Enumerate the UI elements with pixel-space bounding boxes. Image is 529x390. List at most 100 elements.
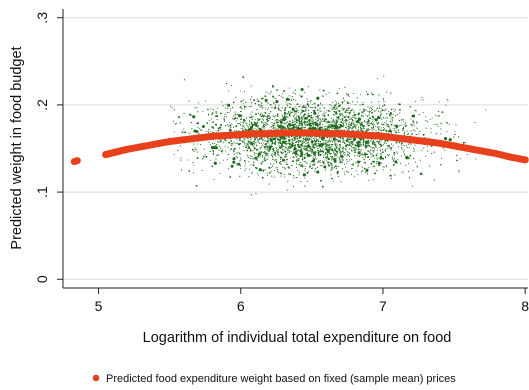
- scatter-point: [368, 117, 371, 119]
- scatter-point: [208, 131, 210, 134]
- scatter-point: [392, 164, 395, 166]
- scatter-point: [263, 137, 265, 139]
- scatter-point: [389, 174, 392, 177]
- scatter-point: [377, 122, 380, 124]
- scatter-point: [281, 123, 283, 125]
- scatter-point: [356, 142, 358, 144]
- scatter-point: [346, 108, 348, 110]
- scatter-point: [248, 105, 250, 108]
- scatter-point: [353, 114, 356, 116]
- scatter-point: [191, 148, 194, 151]
- scatter-point: [291, 136, 293, 138]
- scatter-point: [285, 144, 287, 146]
- scatter-point: [370, 150, 372, 152]
- scatter-point: [274, 125, 276, 127]
- scatter-point: [291, 144, 293, 146]
- scatter-point: [169, 105, 171, 107]
- scatter-point: [270, 145, 272, 148]
- scatter-point: [283, 146, 285, 148]
- scatter-point: [235, 120, 237, 122]
- scatter-point: [207, 130, 209, 132]
- scatter-point: [375, 146, 377, 148]
- scatter-point: [334, 121, 336, 123]
- scatter-point: [284, 107, 287, 109]
- scatter-point: [317, 115, 319, 118]
- scatter-point: [350, 150, 353, 152]
- scatter-point: [253, 152, 255, 154]
- scatter-point: [322, 119, 324, 121]
- scatter-point: [372, 140, 375, 143]
- scatter-point: [361, 121, 364, 124]
- scatter-point: [330, 170, 332, 172]
- scatter-point: [271, 143, 273, 145]
- scatter-point: [318, 127, 320, 129]
- scatter-point: [311, 126, 313, 128]
- scatter-point: [401, 149, 403, 151]
- scatter-point: [370, 122, 373, 125]
- scatter-point: [310, 114, 313, 116]
- scatter-point: [358, 112, 360, 115]
- scatter-point: [343, 171, 345, 173]
- scatter-point: [229, 126, 231, 128]
- scatter-point: [218, 154, 220, 156]
- scatter-point: [311, 106, 313, 109]
- scatter-point: [350, 124, 352, 126]
- scatter-point: [263, 125, 265, 127]
- scatter-point: [395, 124, 399, 128]
- scatter-point: [310, 123, 312, 125]
- scatter-point: [335, 100, 337, 102]
- scatter-point: [396, 113, 399, 115]
- scatter-point: [275, 122, 278, 124]
- scatter-point: [334, 152, 336, 155]
- scatter-point: [333, 161, 335, 163]
- scatter-point: [380, 107, 382, 109]
- scatter-point: [320, 120, 322, 122]
- scatter-point: [399, 112, 401, 114]
- scatter-point: [277, 149, 280, 151]
- scatter-point: [210, 108, 212, 110]
- scatter-point: [266, 115, 269, 118]
- scatter-point: [306, 120, 308, 123]
- scatter-point: [390, 92, 392, 94]
- scatter-point: [444, 137, 447, 141]
- scatter-point: [300, 120, 303, 123]
- scatter-point: [279, 158, 282, 160]
- scatter-point: [351, 108, 353, 110]
- scatter-point: [241, 127, 243, 129]
- scatter-point: [262, 118, 264, 120]
- scatter-point: [250, 149, 252, 151]
- scatter-point: [301, 111, 303, 113]
- scatter-point: [377, 148, 379, 150]
- scatter-point: [211, 165, 214, 168]
- scatter-point: [285, 136, 287, 138]
- scatter-point: [301, 117, 303, 119]
- scatter-point: [336, 92, 339, 95]
- scatter-point: [323, 162, 325, 165]
- scatter-point: [230, 110, 232, 112]
- scatter-point: [316, 96, 320, 100]
- scatter-point: [318, 114, 320, 117]
- scatter-point: [337, 175, 339, 178]
- scatter-point: [239, 165, 242, 167]
- scatter-point: [232, 143, 234, 145]
- scatter-point: [308, 122, 311, 125]
- scatter-point: [368, 179, 370, 182]
- scatter-point: [223, 119, 225, 121]
- scatter-point: [250, 126, 254, 129]
- scatter-point: [305, 110, 307, 112]
- scatter-point: [394, 174, 396, 176]
- scatter-point: [256, 98, 258, 100]
- scatter-point: [364, 155, 367, 157]
- scatter-point: [274, 155, 277, 157]
- scatter-point: [394, 160, 398, 164]
- scatter-point: [380, 156, 382, 158]
- scatter-point: [335, 126, 339, 129]
- scatter-point: [247, 144, 249, 146]
- scatter-point: [372, 106, 374, 108]
- scatter-point: [434, 123, 436, 126]
- scatter-point: [295, 99, 297, 102]
- scatter-point: [266, 118, 268, 121]
- scatter-point: [215, 158, 217, 160]
- scatter-point: [340, 152, 342, 154]
- scatter-point: [275, 147, 277, 149]
